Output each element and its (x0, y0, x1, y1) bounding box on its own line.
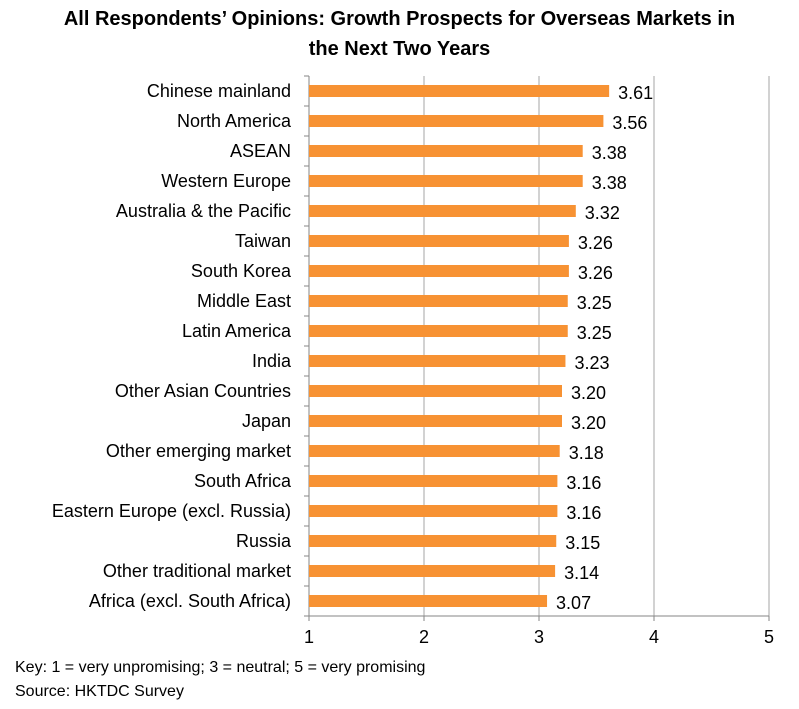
category-label: Chinese mainland (147, 81, 291, 101)
bar (309, 175, 583, 187)
category-label: Japan (242, 411, 291, 431)
x-tick-label: 3 (534, 627, 544, 647)
category-label: Middle East (197, 291, 291, 311)
category-label: North America (177, 111, 292, 131)
bar (309, 565, 556, 577)
category-label: Western Europe (161, 171, 291, 191)
x-tick-label: 1 (304, 627, 314, 647)
category-label: Other traditional market (103, 561, 291, 581)
data-label: 3.20 (571, 413, 606, 433)
bar (309, 445, 560, 457)
data-label: 3.61 (618, 83, 653, 103)
category-label: Africa (excl. South Africa) (89, 591, 291, 611)
category-label: Other emerging market (106, 441, 291, 461)
data-label: 3.26 (578, 233, 613, 253)
chart-title: All Respondents’ Opinions: Growth Prospe… (0, 4, 799, 64)
category-label: Taiwan (235, 231, 291, 251)
bar (309, 205, 576, 217)
source-note: Source: HKTDC Survey (15, 683, 184, 700)
bar (309, 235, 569, 247)
category-label: South Korea (191, 261, 292, 281)
data-label: 3.26 (578, 263, 613, 283)
bar (309, 325, 568, 337)
chart-title-line-1: All Respondents’ Opinions: Growth Prospe… (63, 8, 736, 30)
data-label: 3.56 (612, 113, 647, 133)
category-label: Latin America (182, 321, 292, 341)
category-label: ASEAN (230, 141, 291, 161)
category-label: India (252, 351, 292, 371)
bar (309, 385, 562, 397)
bar (309, 85, 610, 97)
bar (309, 115, 604, 127)
chart-title-line-2: the Next Two Years (308, 38, 491, 60)
data-label: 3.14 (564, 563, 599, 583)
data-label: 3.25 (577, 323, 612, 343)
category-label: Other Asian Countries (115, 381, 291, 401)
x-tick-label: 5 (764, 627, 774, 647)
bar (309, 145, 583, 157)
category-label: Eastern Europe (excl. Russia) (52, 501, 291, 521)
category-label: Russia (236, 531, 292, 551)
bar (309, 265, 569, 277)
data-label: 3.18 (569, 443, 604, 463)
x-tick-label: 4 (649, 627, 659, 647)
x-tick-label: 2 (419, 627, 429, 647)
category-label: Australia & the Pacific (116, 201, 291, 221)
bar (309, 475, 558, 487)
data-label: 3.38 (592, 173, 627, 193)
bar (309, 355, 566, 367)
data-label: 3.15 (565, 533, 600, 553)
data-label: 3.25 (577, 293, 612, 313)
data-label: 3.32 (585, 203, 620, 223)
bar (309, 415, 562, 427)
bar (309, 505, 558, 517)
data-label: 3.16 (566, 503, 601, 523)
bar (309, 295, 568, 307)
data-label: 3.23 (574, 353, 609, 373)
data-label: 3.20 (571, 383, 606, 403)
data-label: 3.07 (556, 593, 591, 613)
category-label: South Africa (194, 471, 292, 491)
data-label: 3.16 (566, 473, 601, 493)
key-note: Key: 1 = very unpromising; 3 = neutral; … (15, 659, 426, 676)
data-label: 3.38 (592, 143, 627, 163)
bar (309, 595, 548, 607)
bar (309, 535, 557, 547)
